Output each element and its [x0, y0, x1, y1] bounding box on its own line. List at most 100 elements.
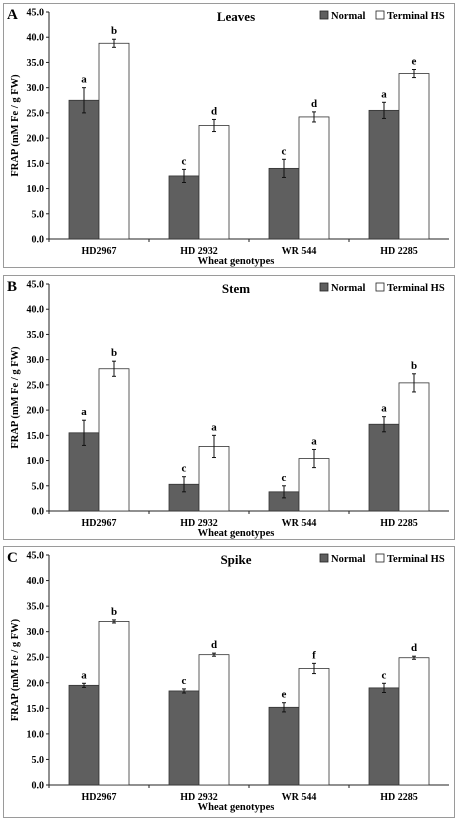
x-tick-label: WR 544 [282, 246, 317, 257]
legend-label: Normal [331, 283, 365, 294]
legend-swatch [375, 553, 385, 563]
bar [98, 621, 130, 786]
y-tick-label: 20.0 [27, 406, 45, 417]
y-tick-label: 10.0 [27, 729, 45, 740]
significance-label: d [211, 639, 217, 651]
x-tick-label: HD2967 [82, 792, 117, 803]
x-tick-label: HD 2932 [180, 792, 218, 803]
significance-label: d [411, 642, 417, 654]
y-tick-label: 0.0 [32, 781, 45, 792]
y-tick-label: 40.0 [27, 305, 45, 316]
significance-label: c [382, 669, 387, 681]
significance-label: a [381, 88, 387, 100]
legend-label: Normal [331, 554, 365, 565]
chart-svg: B Stem Normal Terminal HS 0.0 5.0 10.0 15.0 20.0… [7, 279, 449, 539]
y-tick-label: 30.0 [27, 627, 45, 638]
y-tick-label: 10.0 [27, 184, 45, 195]
significance-label: b [111, 347, 117, 359]
chart-title: Leaves [217, 9, 255, 24]
y-tick-label: 45.0 [27, 8, 45, 19]
y-tick-label: 15.0 [27, 704, 45, 715]
y-tick-label: 0.0 [32, 235, 45, 246]
panel-letter: C [7, 550, 18, 566]
y-tick-label: 5.0 [32, 755, 45, 766]
legend-label: Normal [331, 11, 365, 22]
y-axis-label: FRAP (mM Fe / g FW) [10, 618, 21, 721]
significance-label: f [312, 649, 316, 661]
x-tick-label: HD 2285 [380, 792, 418, 803]
y-tick-label: 5.0 [32, 209, 45, 220]
significance-label: a [311, 435, 317, 447]
chart-panel-leaves: A Leaves Normal Terminal HS 0.0 5.0 10.0 15.0 20… [3, 3, 455, 268]
legend-swatch [375, 282, 385, 292]
y-tick-label: 20.0 [27, 134, 45, 145]
x-tick-label: HD2967 [82, 518, 117, 529]
legend: Normal Terminal HS [319, 282, 445, 294]
legend-label: Terminal HS [387, 283, 445, 294]
y-tick-label: 25.0 [27, 380, 45, 391]
y-tick-label: 15.0 [27, 159, 45, 170]
y-tick-label: 25.0 [27, 653, 45, 664]
x-tick-label: HD 2932 [180, 246, 218, 257]
bar [68, 684, 100, 786]
bar [98, 368, 130, 512]
x-tick-label: HD 2285 [380, 518, 418, 529]
x-tick-label: WR 544 [282, 518, 317, 529]
significance-label: a [81, 406, 87, 418]
y-tick-label: 0.0 [32, 507, 45, 518]
bar [298, 668, 330, 786]
significance-label: a [381, 403, 387, 415]
significance-label: a [81, 669, 87, 681]
chart-panel-stem: B Stem Normal Terminal HS 0.0 5.0 10.0 15.0 20.0… [3, 275, 455, 540]
significance-label: d [311, 98, 317, 110]
chart-title: Spike [220, 552, 251, 567]
significance-label: b [411, 360, 417, 372]
significance-label: e [282, 689, 287, 701]
y-tick-label: 35.0 [27, 330, 45, 341]
bar [368, 423, 400, 512]
y-tick-label: 35.0 [27, 602, 45, 613]
bar [368, 687, 400, 786]
x-tick-label: WR 544 [282, 792, 317, 803]
x-tick-label: HD 2932 [180, 518, 218, 529]
significance-label: b [111, 606, 117, 618]
bar [268, 706, 300, 786]
y-tick-label: 20.0 [27, 678, 45, 689]
bar [168, 175, 200, 240]
bar [198, 654, 230, 786]
legend-swatch [319, 282, 329, 292]
bar [198, 125, 230, 240]
y-tick-label: 15.0 [27, 431, 45, 442]
legend-swatch [319, 553, 329, 563]
legend: Normal Terminal HS [319, 553, 445, 565]
legend-swatch [375, 10, 385, 20]
x-axis-label: Wheat genotypes [198, 528, 275, 539]
bar [98, 42, 130, 240]
y-tick-label: 40.0 [27, 33, 45, 44]
x-tick-label: HD 2285 [380, 246, 418, 257]
y-axis-label: FRAP (mM Fe / g FW) [10, 74, 21, 177]
panel-letter: B [7, 279, 17, 295]
y-tick-label: 30.0 [27, 355, 45, 366]
y-tick-label: 45.0 [27, 280, 45, 291]
chart-svg: C Spike Normal Terminal HS 0.0 5.0 10.0 15.0 20.… [7, 550, 449, 813]
legend-label: Terminal HS [387, 11, 445, 22]
legend-swatch [319, 10, 329, 20]
significance-label: e [412, 56, 417, 68]
significance-label: c [182, 155, 187, 167]
y-tick-label: 10.0 [27, 456, 45, 467]
y-tick-label: 40.0 [27, 576, 45, 587]
chart-svg: A Leaves Normal Terminal HS 0.0 5.0 10.0 15.0 20… [7, 7, 449, 267]
y-tick-label: 5.0 [32, 481, 45, 492]
bar [398, 657, 430, 786]
significance-label: c [282, 472, 287, 484]
bar [268, 167, 300, 240]
legend: Normal Terminal HS [319, 10, 445, 22]
y-tick-label: 25.0 [27, 108, 45, 119]
significance-label: c [182, 463, 187, 475]
bar [398, 382, 430, 512]
x-axis-label: Wheat genotypes [198, 256, 275, 267]
bar [368, 109, 400, 240]
y-axis-label: FRAP (mM Fe / g FW) [10, 346, 21, 449]
y-tick-label: 35.0 [27, 58, 45, 69]
